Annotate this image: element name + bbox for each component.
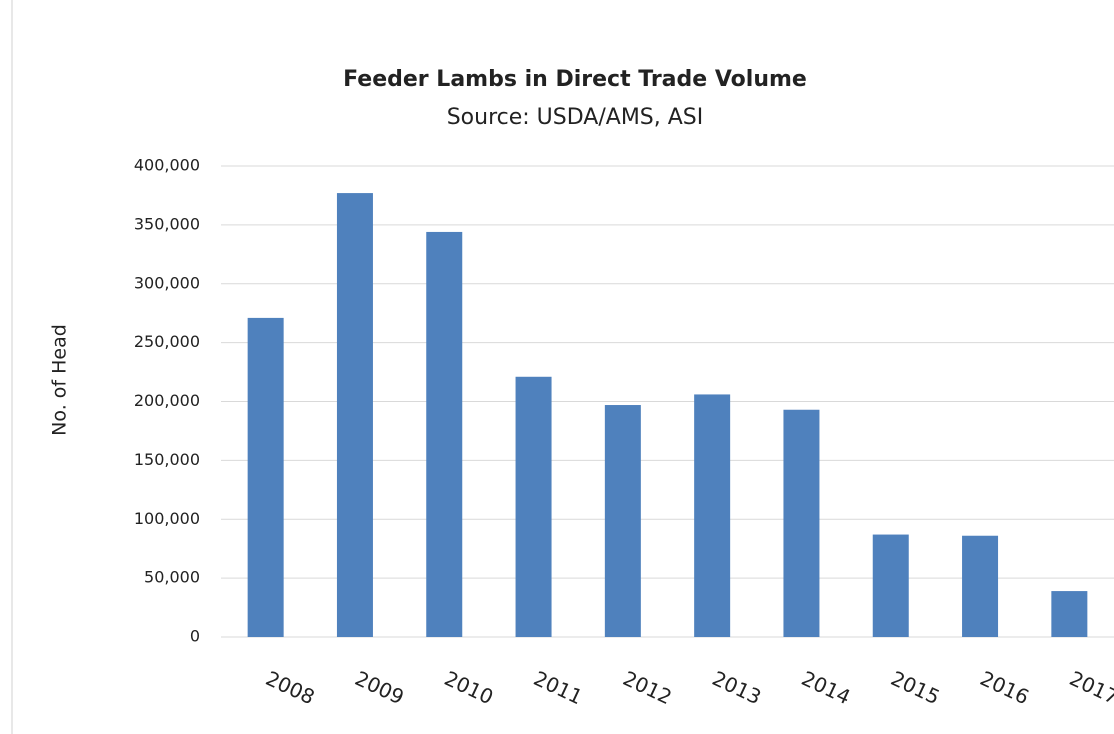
bar xyxy=(962,535,999,637)
bar xyxy=(872,534,909,637)
bar xyxy=(515,376,552,637)
bar xyxy=(783,409,820,637)
y-axis-label: No. of Head xyxy=(49,324,71,436)
y-tick-label: 100,000 xyxy=(134,509,200,528)
bar xyxy=(426,231,463,637)
y-tick-label: 50,000 xyxy=(144,568,200,587)
y-tick-label: 350,000 xyxy=(134,214,200,233)
x-tick-label: 2012 xyxy=(619,666,675,709)
x-tick-label: 2009 xyxy=(351,666,407,709)
x-tick-label: 2015 xyxy=(887,666,943,709)
y-tick-label: 250,000 xyxy=(134,332,200,351)
x-tick-label: 2011 xyxy=(530,666,586,709)
bar xyxy=(604,405,641,637)
x-tick-label: 2008 xyxy=(262,666,318,709)
bar xyxy=(247,317,284,637)
y-tick-label: 200,000 xyxy=(134,391,200,410)
x-tick-label: 2016 xyxy=(977,666,1033,709)
x-tick-label: 2017 xyxy=(1066,666,1114,709)
bar xyxy=(1051,591,1088,637)
bar xyxy=(694,394,731,637)
bar xyxy=(336,193,373,637)
y-tick-label: 0 xyxy=(190,627,200,646)
y-tick-label: 150,000 xyxy=(134,450,200,469)
x-tick-label: 2013 xyxy=(709,666,765,709)
y-tick-label: 400,000 xyxy=(134,156,200,175)
chart-title: Feeder Lambs in Direct Trade Volume xyxy=(343,67,807,92)
x-tick-label: 2014 xyxy=(798,666,854,709)
chart-subtitle: Source: USDA/AMS, ASI xyxy=(447,105,704,130)
x-tick-label: 2010 xyxy=(441,666,497,709)
y-tick-label: 300,000 xyxy=(134,273,200,292)
